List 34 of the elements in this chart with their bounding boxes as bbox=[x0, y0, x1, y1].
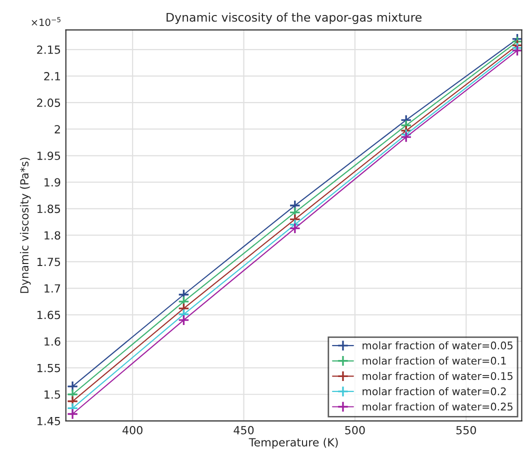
y-tick-label: 1.75 bbox=[37, 258, 60, 266]
chart-title: Dynamic viscosity of the vapor-gas mixture bbox=[166, 12, 422, 24]
y-tick-label: 1.55 bbox=[37, 364, 60, 372]
x-tick-label: 500 bbox=[345, 426, 365, 434]
legend-label: molar fraction of water=0.15 bbox=[362, 372, 512, 380]
text: ×10$^{−5}$ bbox=[32, 17, 60, 26]
legend-label: molar fraction of water=0.25 bbox=[362, 402, 512, 411]
x-tick-label: 400 bbox=[122, 426, 142, 434]
legend-label: molar fraction of water=0.2 bbox=[362, 387, 506, 396]
point bbox=[66, 408, 78, 420]
point bbox=[178, 314, 190, 326]
y-tick-label: 2.15 bbox=[37, 46, 60, 54]
x-tick-label: 550 bbox=[456, 426, 476, 434]
legend-label: molar fraction of water=0.05 bbox=[362, 341, 512, 350]
x-tick-label: 450 bbox=[234, 426, 254, 434]
y-tick-label: 1.45 bbox=[37, 417, 60, 426]
y-tick-label: 1.8 bbox=[44, 231, 60, 240]
y-tick-label: 1.6 bbox=[44, 337, 60, 346]
y-axis-title: Dynamic viscosity (Pa*s) bbox=[20, 158, 31, 293]
point bbox=[512, 44, 522, 56]
point bbox=[289, 222, 301, 234]
point bbox=[66, 380, 78, 392]
y-tick-label: 2.05 bbox=[37, 98, 60, 107]
legend-label: molar fraction of water=0.1 bbox=[362, 356, 506, 365]
y-tick-label: 1.5 bbox=[44, 390, 60, 399]
point bbox=[400, 131, 412, 143]
y-tick-label: 1.7 bbox=[44, 284, 60, 292]
x-axis-title: Temperature (K) bbox=[248, 438, 338, 449]
y-tick-label: 1.95 bbox=[37, 152, 60, 160]
y-tick-label: 2 bbox=[54, 125, 60, 134]
y-tick-label: 1.85 bbox=[37, 204, 60, 214]
y-tick-label: 1.65 bbox=[37, 310, 60, 320]
y-tick-label: 1.9 bbox=[44, 178, 60, 187]
y-tick-label: 2.1 bbox=[44, 72, 60, 80]
